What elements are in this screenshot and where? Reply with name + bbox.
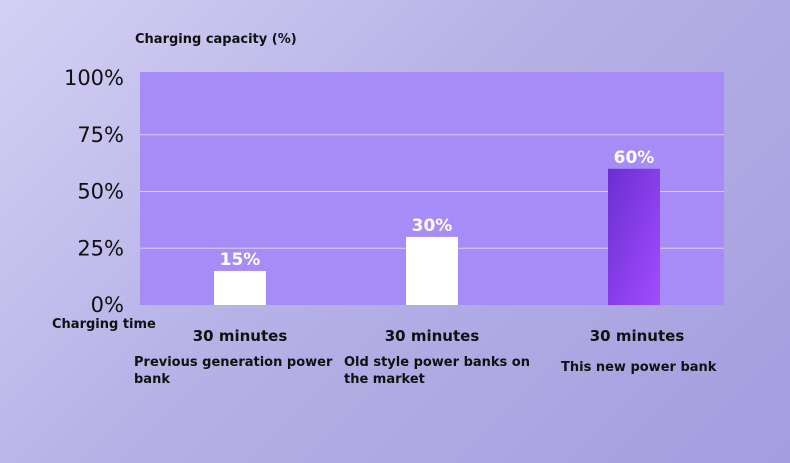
category-name-3: This new power bank bbox=[561, 360, 717, 375]
y-tick-label: 50% bbox=[77, 180, 124, 204]
bar-2 bbox=[406, 236, 458, 305]
x-axis-title: Charging time bbox=[52, 317, 156, 332]
category-time-label-1: 30 minutes bbox=[192, 327, 288, 345]
y-tick-label: 0% bbox=[91, 293, 124, 317]
category-time-label-2: 30 minutes bbox=[384, 327, 480, 345]
data-label-3: 60% bbox=[614, 148, 655, 168]
y-tick-label: 75% bbox=[77, 123, 124, 147]
y-tick-label: 25% bbox=[77, 236, 124, 260]
data-label-2: 30% bbox=[412, 216, 453, 236]
y-tick-labels: 0% 25% 50% 75% 100% bbox=[64, 66, 124, 317]
category-name-1: Previous generation power bank bbox=[134, 355, 333, 387]
y-tick-label: 100% bbox=[64, 66, 124, 90]
data-label-1: 15% bbox=[220, 250, 261, 270]
bar-1 bbox=[214, 270, 266, 305]
bars bbox=[214, 168, 660, 305]
bar-3 bbox=[608, 168, 660, 305]
data-labels: 15% 30% 60% bbox=[220, 148, 655, 270]
category-name-2: Old style power banks on the market bbox=[344, 355, 530, 387]
category-time-label-3: 30 minutes bbox=[589, 327, 685, 345]
y-axis-title: Charging capacity (%) bbox=[135, 32, 297, 47]
